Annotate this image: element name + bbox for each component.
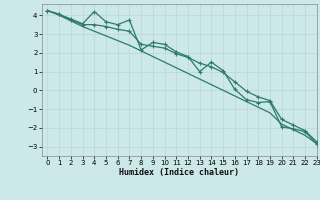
X-axis label: Humidex (Indice chaleur): Humidex (Indice chaleur) [119, 168, 239, 177]
